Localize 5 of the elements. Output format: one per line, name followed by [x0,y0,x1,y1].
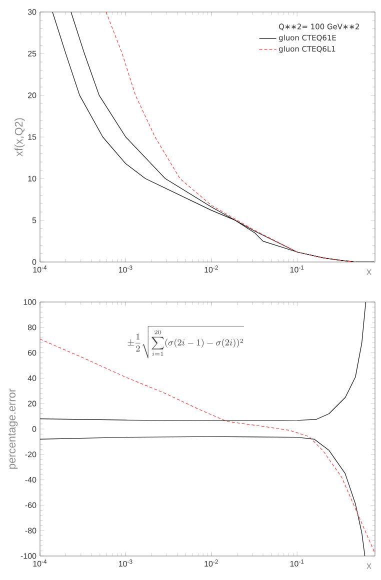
x-axis-title: x [366,564,372,569]
y-axis-title: xf(x,Q2) [14,118,25,156]
annotation: $\pm\frac{1}{2}\sqrt{\sum_{i=1}^{20}(\sigma(2i-1)-\sigma(2i))^2}$ [128,326,244,358]
y-axis-title: percentage.error [8,388,18,469]
x-axis-title: x [366,270,372,275]
